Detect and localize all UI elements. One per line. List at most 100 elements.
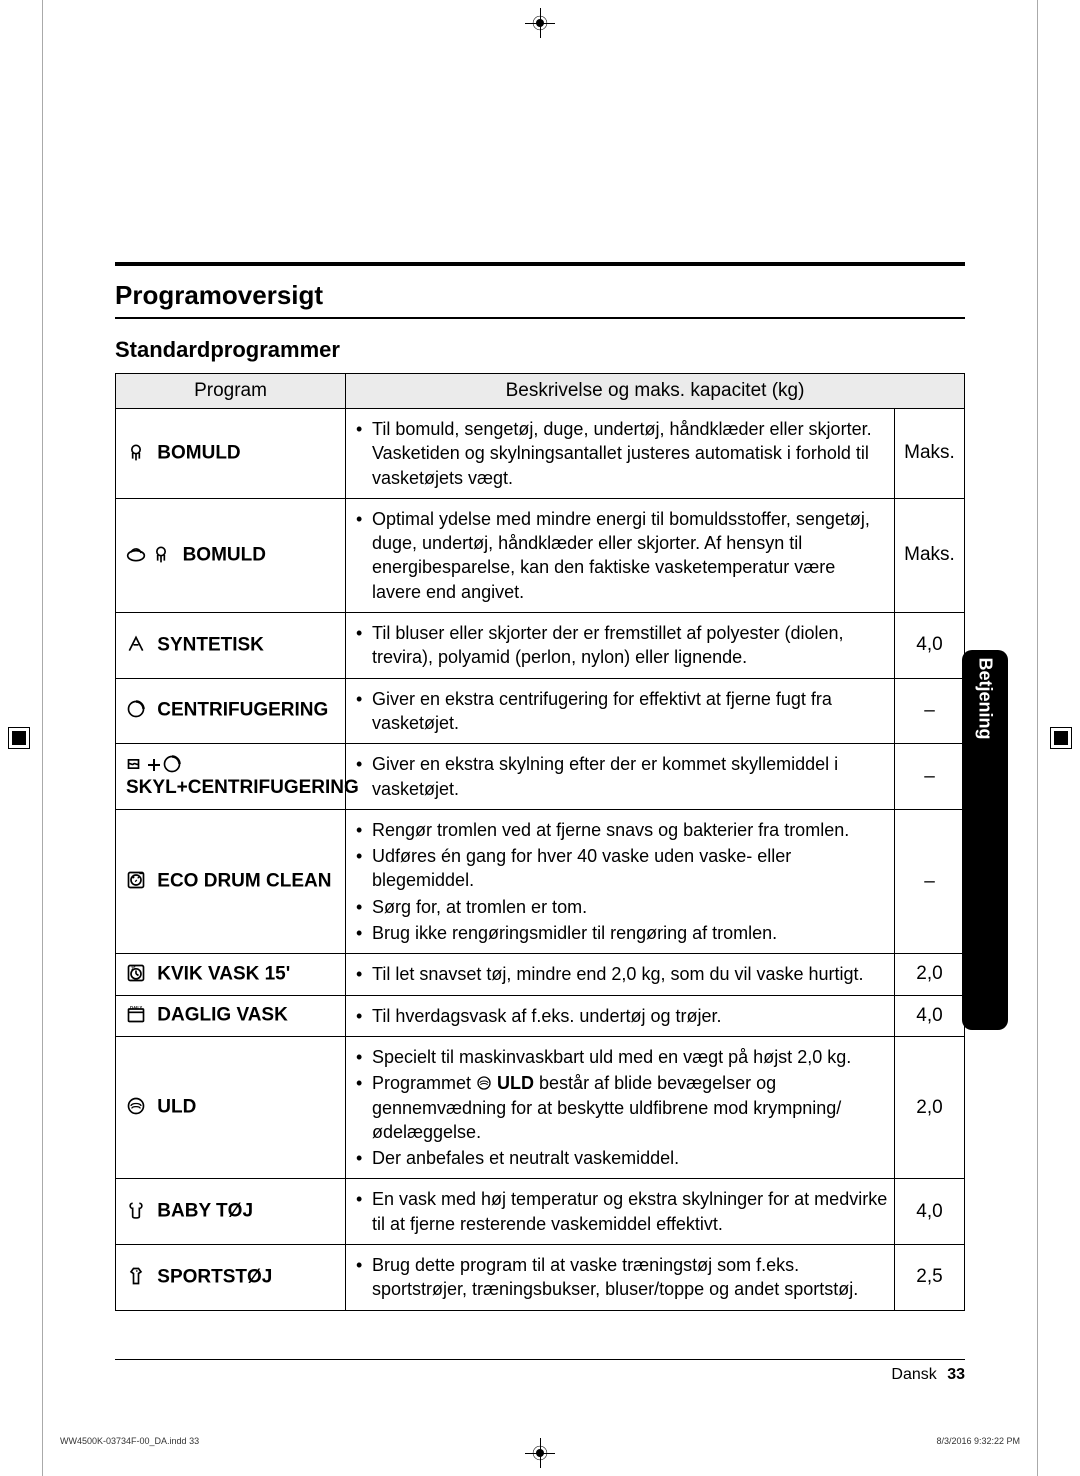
description-item: Til let snavset tøj, mindre end 2,0 kg, …	[372, 962, 888, 986]
description-item: Der anbefales et neutralt vaskemiddel.	[372, 1146, 888, 1170]
section-side-tab: Betjening	[962, 650, 1008, 1030]
program-cell: 15 KVIK VASK 15'	[116, 954, 346, 995]
program-name: SYNTETISK	[157, 634, 264, 655]
daily-wash-icon: DAILY	[126, 1004, 146, 1027]
table-row: SYNTETISK Til bluser eller skjorter der e…	[116, 613, 965, 679]
program-name: BOMULD	[157, 442, 240, 463]
capacity-cell: 4,0	[895, 613, 965, 679]
description-cell: Til let snavset tøj, mindre end 2,0 kg, …	[346, 954, 895, 995]
program-name: SPORTSTØJ	[157, 1266, 272, 1287]
capacity-cell: Maks.	[895, 498, 965, 612]
col-program: Program	[116, 374, 346, 409]
program-name: KVIK VASK 15'	[157, 964, 290, 985]
description-item: Sørg for, at tromlen er tom.	[372, 895, 888, 919]
description-item: Optimal ydelse med mindre energi til bom…	[372, 507, 888, 604]
registration-mark-icon	[527, 10, 553, 36]
table-row: BOMULD Til bomuld, sengetøj, duge, undert…	[116, 409, 965, 499]
page-title: Programoversigt	[115, 280, 965, 311]
table-row: CENTRIFUGERING Giver en ekstra centrifuge…	[116, 678, 965, 744]
description-cell: Brug dette program til at vaske trænings…	[346, 1245, 895, 1311]
sport-icon	[126, 1266, 146, 1289]
cotton-icon	[126, 442, 146, 465]
page: Programoversigt Standardprogrammer Progr…	[0, 0, 1080, 1476]
description-item: Udføres én gang for hver 40 vaske uden v…	[372, 844, 888, 893]
baby-icon	[126, 1200, 146, 1223]
description-item: Til hverdagsvask af f.eks. undertøj og t…	[372, 1004, 888, 1028]
col-description: Beskrivelse og maks. kapacitet (kg)	[346, 374, 965, 409]
table-row: ECO DRUM CLEAN Rengør tromlen ved at fjer…	[116, 809, 965, 953]
program-cell: DAILY DAGLIG VASK	[116, 995, 346, 1036]
program-cell: CENTRIFUGERING	[116, 678, 346, 744]
program-name: ECO DRUM CLEAN	[157, 871, 331, 892]
description-item: Giver en ekstra centrifugering for effek…	[372, 687, 888, 736]
description-item: Til bluser eller skjorter der er fremsti…	[372, 621, 888, 670]
footer: Dansk 33	[891, 1366, 965, 1384]
table-row: BOMULD Optimal ydelse med mindre energi t…	[116, 498, 965, 612]
synthetic-icon	[126, 634, 146, 657]
title-underline	[115, 317, 965, 319]
description-cell: Til bluser eller skjorter der er fremsti…	[346, 613, 895, 679]
wool-icon	[126, 1096, 146, 1119]
capacity-cell: 2,0	[895, 1036, 965, 1178]
program-name: ULD	[157, 1097, 196, 1118]
program-cell: BOMULD	[116, 409, 346, 499]
imprint-left: WW4500K-03734F-00_DA.indd 33	[60, 1436, 199, 1446]
table-row: SPORTSTØJ Brug dette program til at vaske…	[116, 1245, 965, 1311]
capacity-cell: –	[895, 809, 965, 953]
svg-text:15: 15	[131, 966, 136, 971]
description-cell: Til bomuld, sengetøj, duge, undertøj, hå…	[346, 409, 895, 499]
wool-inline-icon	[476, 1073, 492, 1093]
description-item: Brug ikke rengøringsmidler til rengøring…	[372, 921, 888, 945]
program-cell: ULD	[116, 1036, 346, 1178]
capacity-cell: 4,0	[895, 1179, 965, 1245]
imprint-right: 8/3/2016 9:32:22 PM	[936, 1436, 1020, 1446]
program-name: BOMULD	[183, 545, 266, 566]
program-cell: SKYL+CENTRIFUGERING	[116, 744, 346, 810]
program-cell: SPORTSTØJ	[116, 1245, 346, 1311]
description-cell: Giver en ekstra skylning efter der er ko…	[346, 744, 895, 810]
section-rule	[115, 262, 965, 266]
program-cell: BOMULD	[116, 498, 346, 612]
capacity-cell: –	[895, 744, 965, 810]
program-cell: BABY TØJ	[116, 1179, 346, 1245]
registration-mark-icon	[527, 1440, 553, 1466]
crop-square-icon	[1050, 727, 1072, 749]
eco-cotton-icon	[126, 544, 171, 567]
description-item: Programmet ULD består af blide bevægelse…	[372, 1071, 888, 1144]
programs-table: Program Beskrivelse og maks. kapacitet (…	[115, 373, 965, 1311]
description-item: Til bomuld, sengetøj, duge, undertøj, hå…	[372, 417, 888, 490]
capacity-cell: –	[895, 678, 965, 744]
table-row: 15 KVIK VASK 15' Til let snavset tøj, min…	[116, 954, 965, 995]
svg-text:DAILY: DAILY	[130, 1005, 142, 1010]
capacity-cell: Maks.	[895, 409, 965, 499]
content-area: Programoversigt Standardprogrammer Progr…	[115, 280, 965, 1311]
program-name: DAGLIG VASK	[157, 1005, 288, 1026]
quick-wash-icon: 15	[126, 963, 146, 986]
rinse-spin-icon	[126, 754, 182, 777]
description-item: En vask med høj temperatur og ekstra sky…	[372, 1187, 888, 1236]
program-name: CENTRIFUGERING	[157, 700, 328, 721]
program-cell: SYNTETISK	[116, 613, 346, 679]
description-item: Giver en ekstra skylning efter der er ko…	[372, 752, 888, 801]
page-edge	[1037, 0, 1038, 1476]
description-cell: En vask med høj temperatur og ekstra sky…	[346, 1179, 895, 1245]
description-item: Brug dette program til at vaske trænings…	[372, 1253, 888, 1302]
drum-clean-icon	[126, 870, 146, 893]
program-name: SKYL+CENTRIFUGERING	[126, 777, 359, 798]
crop-square-icon	[8, 727, 30, 749]
footer-rule	[115, 1359, 965, 1360]
page-edge	[42, 0, 43, 1476]
description-item: Rengør tromlen ved at fjerne snavs og ba…	[372, 818, 888, 842]
table-row: ULD Specielt til maskinvaskbart uld med e…	[116, 1036, 965, 1178]
footer-lang: Dansk	[891, 1366, 936, 1383]
table-row: DAILY DAGLIG VASK Til hverdagsvask af f.e…	[116, 995, 965, 1036]
description-cell: Rengør tromlen ved at fjerne snavs og ba…	[346, 809, 895, 953]
description-cell: Giver en ekstra centrifugering for effek…	[346, 678, 895, 744]
side-tab-label: Betjening	[975, 657, 996, 739]
section-subtitle: Standardprogrammer	[115, 337, 965, 363]
capacity-cell: 2,5	[895, 1245, 965, 1311]
description-cell: Specielt til maskinvaskbart uld med en v…	[346, 1036, 895, 1178]
table-header-row: Program Beskrivelse og maks. kapacitet (…	[116, 374, 965, 409]
spin-icon	[126, 699, 146, 722]
description-cell: Til hverdagsvask af f.eks. undertøj og t…	[346, 995, 895, 1036]
